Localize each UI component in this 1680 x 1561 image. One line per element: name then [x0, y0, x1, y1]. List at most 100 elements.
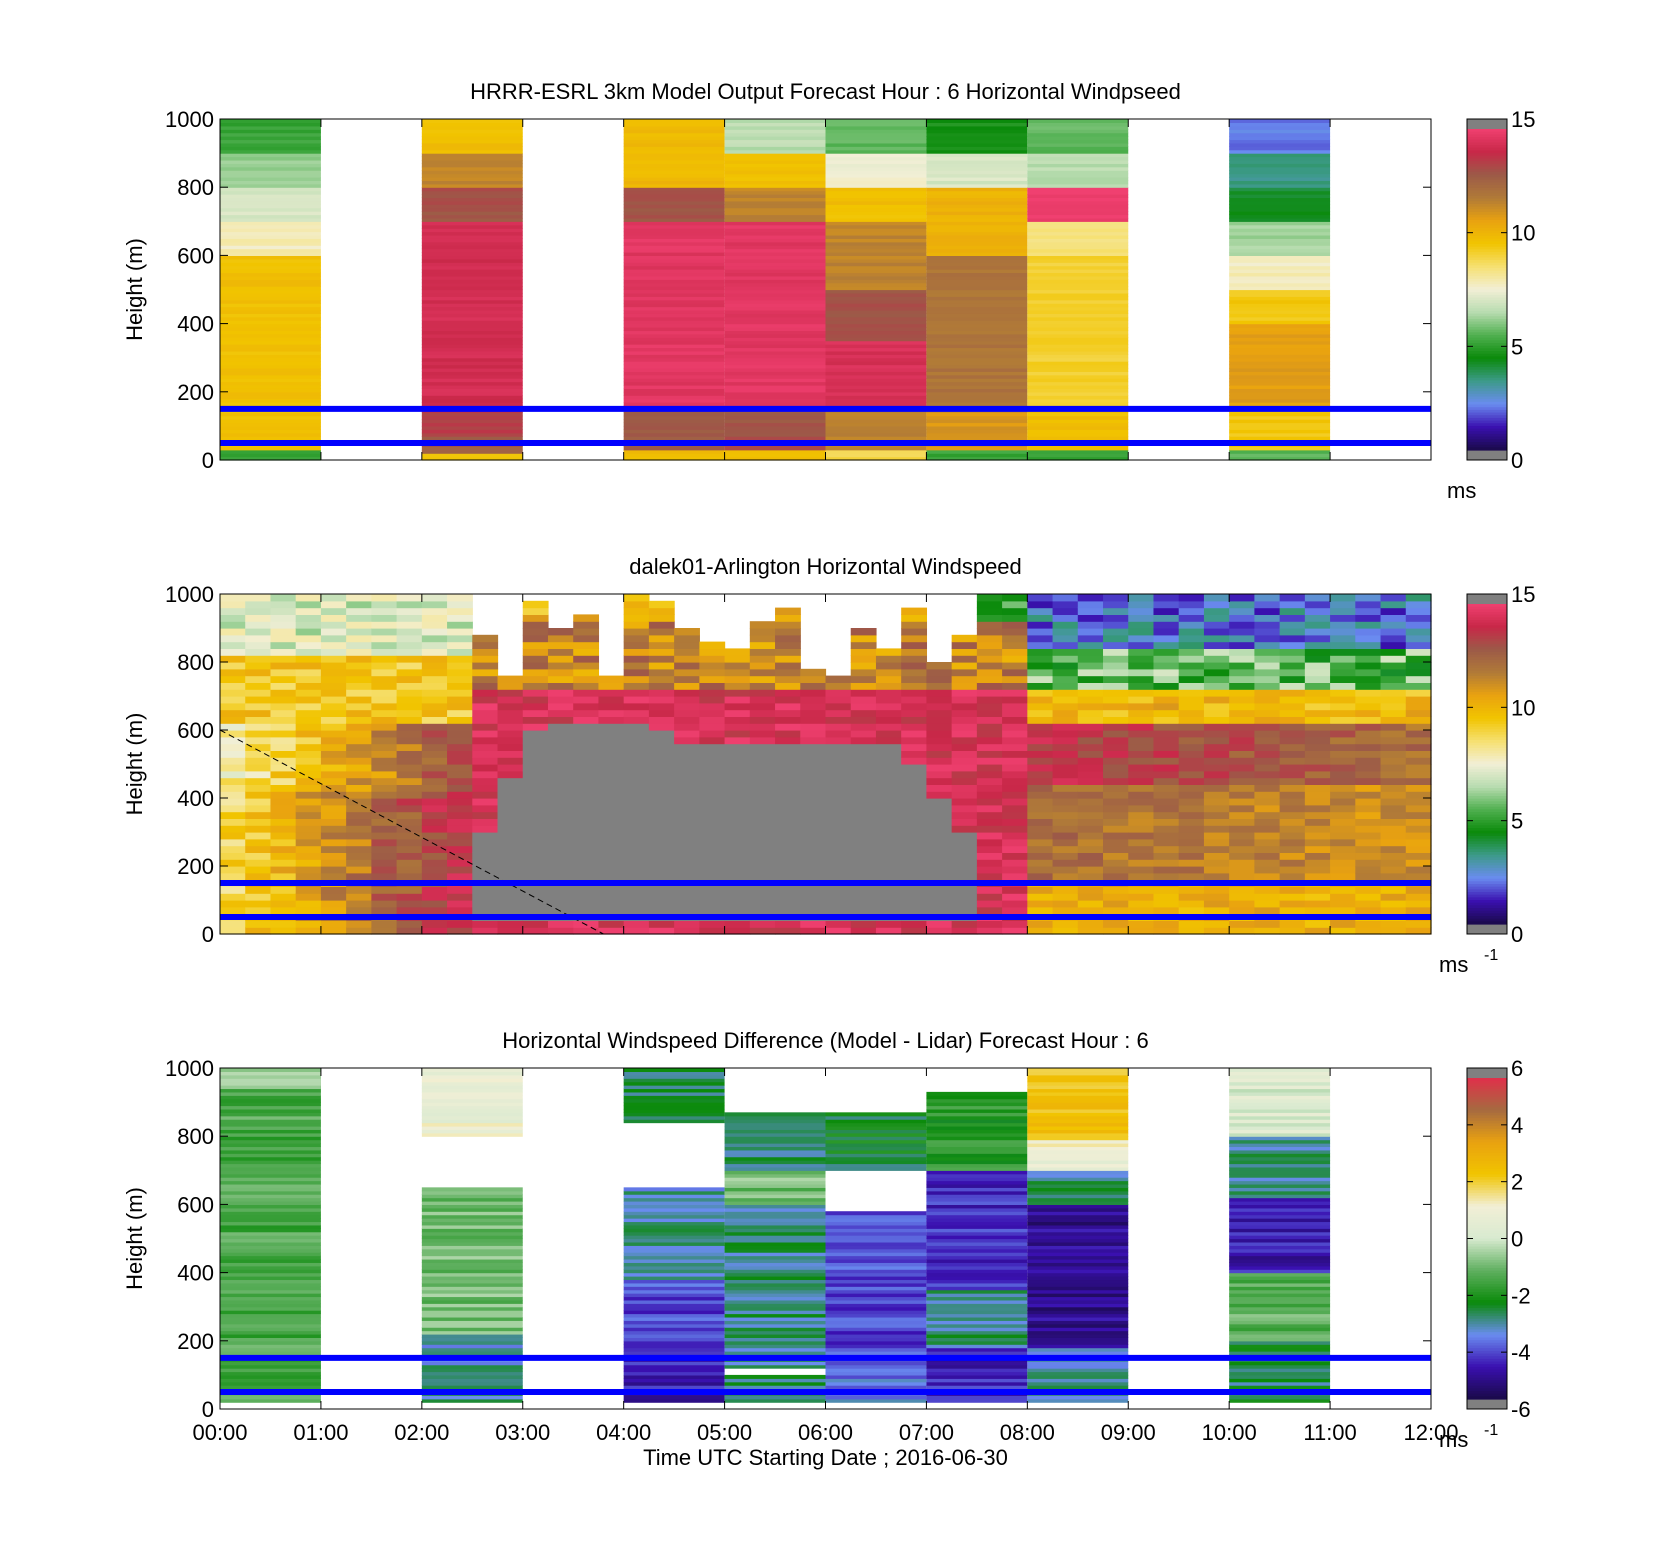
data-cell: [724, 1265, 826, 1270]
data-cell: [421, 1098, 523, 1103]
data-cell: [724, 845, 751, 853]
data-cell: [724, 1347, 826, 1352]
colorbar-segment: [1467, 654, 1507, 658]
data-cell: [220, 825, 246, 833]
data-cell: [1153, 723, 1180, 731]
colorbar-segment: [1467, 227, 1507, 232]
data-cell: [1355, 675, 1382, 683]
data-cell: [396, 927, 423, 935]
data-cell: [1128, 716, 1155, 724]
data-cell: [1178, 838, 1205, 847]
data-cell: [320, 594, 347, 602]
data-cell: [1002, 662, 1028, 670]
data-cell: [901, 798, 928, 806]
data-cell: [371, 906, 398, 915]
data-cell: [825, 436, 927, 441]
data-cell: [295, 628, 322, 636]
data-cell: [1128, 628, 1155, 636]
y-tick-label: 800: [177, 175, 214, 200]
data-cell: [1103, 757, 1129, 765]
data-cell: [724, 1211, 826, 1216]
data-cell: [1128, 886, 1155, 894]
data-cell: [926, 323, 1028, 328]
data-cell: [724, 1197, 826, 1202]
colorbar-segment: [1467, 431, 1507, 435]
data-cell: [547, 804, 574, 813]
data-cell: [623, 1368, 725, 1373]
data-cell: [623, 350, 725, 355]
data-cell: [1027, 1156, 1129, 1161]
data-cell: [825, 320, 927, 325]
data-cell: [1178, 736, 1205, 745]
colorbar-segment: [1467, 692, 1507, 696]
data-cell: [421, 1286, 523, 1291]
data-cell: [396, 689, 423, 697]
data-cell: [825, 354, 927, 359]
data-cell: [623, 1323, 725, 1328]
data-cell: [1052, 872, 1079, 881]
data-cell: [623, 149, 725, 154]
colorbar-segment: [1467, 1168, 1507, 1173]
data-cell: [1103, 798, 1129, 806]
data-cell: [623, 347, 725, 352]
data-cell: [1027, 1143, 1129, 1148]
data-cell: [825, 770, 852, 779]
data-cell: [421, 621, 448, 629]
data-cell: [346, 893, 372, 901]
data-cell: [1027, 641, 1054, 649]
colorbar-tick-label: -2: [1511, 1283, 1531, 1308]
data-cell: [901, 621, 928, 629]
data-cell: [1229, 231, 1331, 236]
data-cell: [1178, 716, 1205, 724]
data-cell: [1229, 1347, 1331, 1352]
data-cell: [749, 845, 776, 853]
colorbar-segment: [1467, 1203, 1507, 1207]
data-cell: [724, 1218, 826, 1223]
data-cell: [220, 166, 321, 171]
data-cell: [1229, 354, 1331, 359]
data-cell: [447, 594, 473, 602]
data-cell: [825, 1211, 927, 1216]
data-cell: [421, 262, 523, 267]
data-cell: [724, 248, 826, 253]
data-cell: [850, 920, 877, 928]
data-cell: [1254, 736, 1281, 745]
data-cell: [472, 818, 499, 826]
data-cell: [1027, 173, 1129, 178]
data-cell: [1229, 299, 1331, 304]
data-cell: [1380, 621, 1407, 629]
data-cell: [598, 818, 625, 826]
data-cell: [1229, 668, 1255, 677]
data-cell: [825, 1395, 927, 1400]
data-cell: [724, 1207, 826, 1212]
data-cell: [724, 286, 826, 291]
data-cell: [1229, 1296, 1331, 1301]
data-cell: [245, 818, 272, 826]
data-cell: [270, 736, 297, 745]
data-cell: [623, 1088, 725, 1093]
data-cell: [421, 289, 523, 294]
data-cell: [1380, 791, 1407, 799]
data-cell: [497, 927, 524, 935]
data-cell: [699, 757, 726, 765]
data-cell: [901, 689, 928, 697]
data-cell: [674, 641, 700, 649]
data-cell: [699, 845, 726, 853]
data-cell: [1153, 709, 1180, 717]
data-cell: [522, 886, 549, 894]
data-cell: [421, 777, 448, 785]
data-cell: [926, 282, 1028, 287]
data-cell: [926, 1224, 1028, 1229]
data-cell: [1330, 709, 1356, 717]
data-cell: [724, 306, 826, 311]
data-cell: [1128, 723, 1155, 731]
data-cell: [220, 173, 321, 178]
data-cell: [674, 859, 700, 867]
data-cell: [522, 668, 549, 677]
colorbar-segment: [1467, 804, 1507, 808]
data-cell: [825, 750, 852, 758]
data-cell: [220, 852, 246, 860]
data-cell: [1103, 634, 1129, 643]
data-cell: [951, 900, 978, 908]
data-cell: [547, 900, 574, 908]
